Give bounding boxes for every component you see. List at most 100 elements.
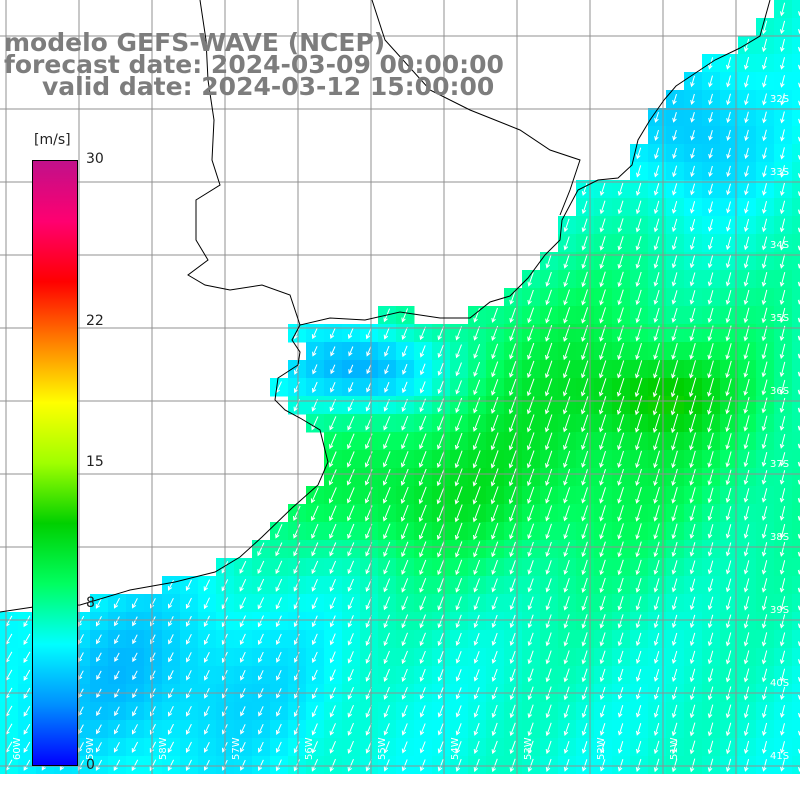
wind-arrow: [671, 523, 678, 540]
wind-arrow: [329, 542, 337, 557]
wind-arrow: [617, 450, 624, 468]
wind-arrow: [761, 632, 768, 647]
wind-arrow: [580, 396, 589, 415]
wind-arrow: [455, 758, 462, 772]
wind-arrow: [779, 596, 786, 611]
wind-arrow: [581, 360, 589, 379]
wind-arrow: [726, 129, 731, 142]
lon-label: 58W: [158, 737, 169, 760]
wind-arrow: [311, 705, 318, 718]
wind-cell: [792, 108, 800, 127]
wind-arrow: [329, 758, 336, 772]
wind-arrow: [689, 469, 696, 486]
wind-arrow: [240, 724, 246, 735]
wind-arrow: [509, 740, 516, 755]
wind-arrow: [689, 650, 696, 665]
wind-arrow: [472, 504, 481, 523]
wind-cell: [792, 666, 800, 685]
wind-arrow: [384, 364, 390, 375]
wind-arrow: [780, 165, 785, 178]
wind-arrow: [473, 559, 481, 575]
wind-arrow: [743, 236, 750, 251]
wind-arrow: [671, 704, 678, 719]
lon-label: 53W: [523, 737, 534, 760]
wind-arrow: [454, 450, 463, 469]
wind-arrow: [401, 578, 409, 593]
wind-arrow: [276, 651, 282, 663]
wind-arrow: [599, 668, 606, 683]
wind-arrow: [635, 650, 642, 665]
wind-arrow: [690, 75, 695, 88]
wind-arrow: [346, 469, 355, 486]
wind-arrow: [617, 577, 624, 593]
title-forecast-date: forecast date: 2024-03-09 00:00:00: [4, 50, 504, 79]
wind-arrow: [779, 523, 786, 539]
wind-arrow: [671, 560, 678, 575]
wind-arrow: [526, 414, 535, 433]
wind-arrow: [743, 488, 750, 503]
wind-arrow: [725, 307, 732, 324]
coastline-path: [0, 0, 771, 613]
colorbar-tick: 22: [86, 312, 104, 329]
wind-arrow: [707, 290, 714, 305]
wind-arrow: [779, 614, 786, 629]
wind-arrow: [491, 523, 499, 540]
wind-arrow: [653, 200, 660, 215]
wind-arrow: [652, 377, 661, 398]
wind-arrow: [761, 343, 768, 360]
wind-arrow: [545, 541, 552, 557]
wind-arrow: [779, 218, 786, 233]
wind-arrow: [563, 704, 570, 719]
wind-arrow: [312, 381, 318, 393]
wind-arrow: [455, 614, 462, 629]
wind-arrow: [671, 236, 678, 251]
wind-arrow: [203, 597, 210, 610]
wind-arrow: [599, 559, 606, 576]
wind-arrow: [654, 129, 659, 142]
wind-arrow: [708, 183, 713, 196]
wind-arrow: [347, 705, 354, 718]
wind-arrow: [726, 165, 731, 178]
wind-arrow: [473, 522, 481, 540]
wind-arrow: [725, 433, 732, 450]
wind-arrow: [725, 378, 732, 397]
wind-arrow: [491, 541, 499, 558]
wind-arrow: [455, 669, 462, 682]
wind-arrow: [490, 414, 499, 433]
wind-arrow: [689, 432, 696, 451]
wind-arrow: [527, 740, 534, 755]
wind-cell: [792, 468, 800, 487]
wind-arrow: [347, 722, 354, 736]
wind-arrow: [743, 596, 750, 611]
wind-arrow: [725, 542, 732, 557]
wind-arrow: [581, 469, 588, 486]
wind-arrow: [725, 722, 732, 737]
wind-cell: [792, 630, 800, 649]
wind-arrow: [527, 722, 534, 737]
wind-arrow: [563, 414, 571, 433]
wind-arrow: [689, 542, 696, 557]
wind-arrow: [708, 130, 713, 141]
wind-arrow: [204, 723, 210, 735]
wind-arrow: [725, 560, 732, 575]
wind-arrow: [707, 236, 714, 250]
wind-arrow: [293, 723, 300, 736]
wind-arrow: [690, 147, 695, 159]
wind-arrow: [509, 560, 516, 575]
wind-arrow: [689, 487, 696, 504]
wind-arrow: [707, 505, 714, 521]
wind-arrow: [203, 633, 210, 645]
wind-arrow: [581, 741, 588, 754]
wind-arrow: [725, 524, 732, 539]
wind-arrow: [671, 541, 678, 557]
wind-arrow: [689, 254, 696, 269]
wind-arrow: [707, 614, 714, 629]
wind-arrow: [401, 723, 408, 736]
wind-arrow: [185, 759, 192, 772]
wind-arrow: [401, 433, 409, 450]
colorbar-tick: 0: [86, 757, 95, 773]
wind-arrow: [779, 650, 786, 665]
wind-arrow: [617, 668, 624, 682]
wind-arrow: [653, 486, 660, 504]
wind-arrow: [311, 579, 318, 592]
